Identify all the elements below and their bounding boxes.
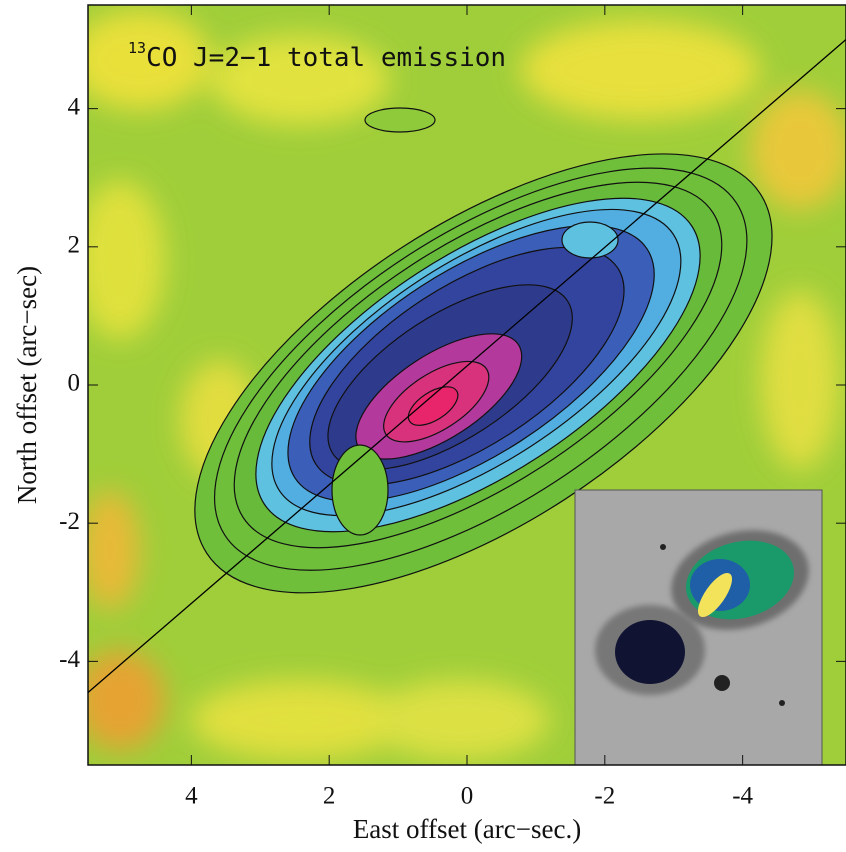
chart-title: 13CO J=2−1 total emission [128, 39, 506, 73]
chart: 13CO J=2−1 total emission East offset (a… [0, 0, 846, 852]
emission-map [70, 5, 846, 765]
x-axis-label: East offset (arc−sec.) [353, 814, 581, 844]
y-axis-label: North offset (arc−sec) [12, 266, 42, 504]
x-tick-label: 0 [461, 783, 474, 810]
title-main: CO J=2−1 total emission [146, 43, 506, 73]
y-tick-label: -4 [59, 646, 80, 673]
y-tick-label: -2 [59, 508, 80, 535]
x-tick-label: 2 [323, 783, 336, 810]
x-tick-label: -2 [594, 783, 615, 810]
x-tick-label: -4 [732, 783, 753, 810]
y-tick-label: 2 [68, 232, 81, 259]
y-tick-label: 4 [68, 93, 81, 120]
x-tick-label: 4 [185, 783, 198, 810]
title-superscript: 13 [128, 39, 146, 57]
y-tick-label: 0 [68, 370, 81, 397]
inset-image [575, 490, 822, 765]
